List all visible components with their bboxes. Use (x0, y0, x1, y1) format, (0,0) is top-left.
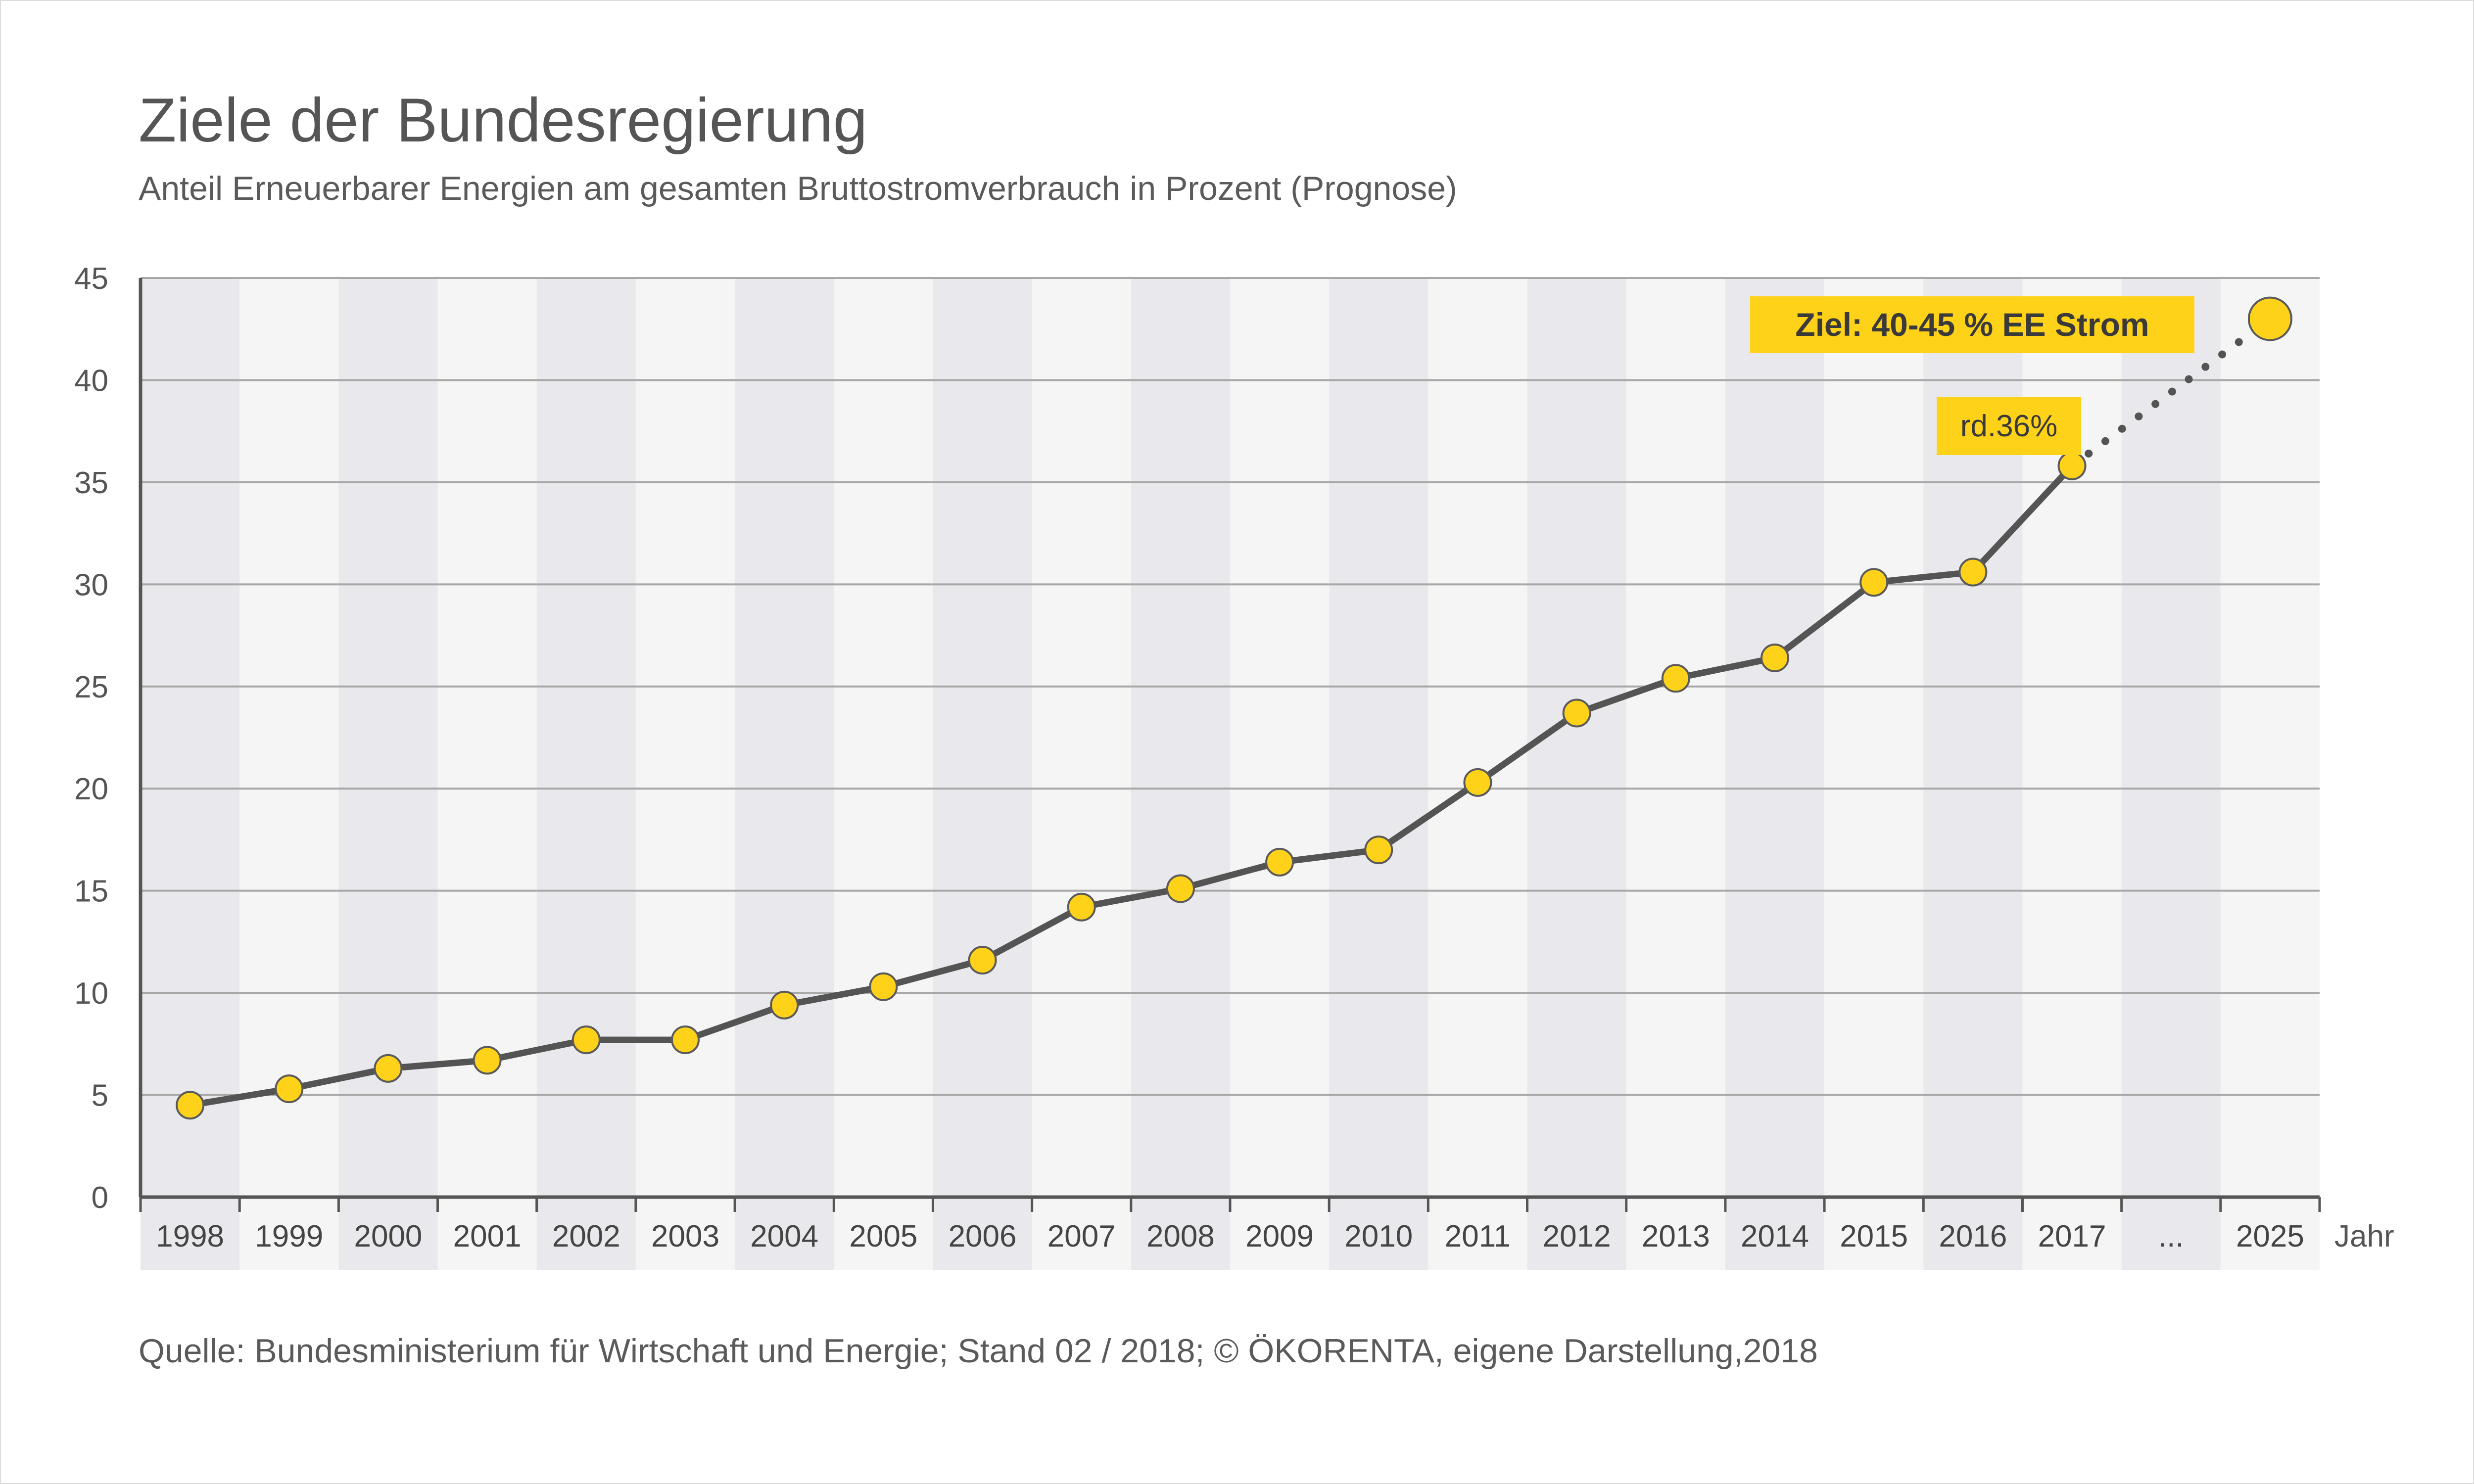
column-stripe (1230, 278, 1330, 1270)
data-point (869, 972, 898, 1001)
y-tick-label: 0 (92, 1181, 108, 1215)
data-point (2057, 451, 2087, 480)
data-point (671, 1025, 700, 1055)
value-annotation-box (1937, 397, 2081, 455)
data-point (374, 1054, 403, 1083)
column-stripe (1626, 278, 1725, 1270)
target-annotation-box (1750, 296, 2194, 353)
column-stripe (141, 278, 240, 1270)
chart-title: Ziele der Bundesregierung (139, 86, 868, 155)
x-tick-label: 2002 (552, 1219, 620, 1253)
data-point (1859, 568, 1889, 597)
data-point (1661, 664, 1690, 693)
data-point (1067, 892, 1096, 922)
x-tick-label: 1998 (156, 1219, 224, 1253)
x-tick-label: 2001 (453, 1219, 522, 1253)
data-point (1463, 768, 1492, 797)
data-point (1364, 835, 1393, 865)
column-stripe (2220, 278, 2320, 1270)
data-point (571, 1025, 601, 1055)
chart-subtitle: Anteil Erneuerbarer Energien am gesamten… (139, 170, 1457, 207)
x-tick-label: 2015 (1840, 1219, 1908, 1253)
column-stripe (1131, 278, 1230, 1270)
column-stripe (1725, 278, 1825, 1270)
x-axis-unit-label: Jahr (2334, 1219, 2394, 1253)
series-line (190, 464, 2075, 1109)
column-stripe (635, 278, 735, 1270)
x-tick-label: 2008 (1146, 1219, 1215, 1253)
data-point (968, 946, 997, 975)
column-stripe (239, 278, 339, 1270)
x-tick-label: 2012 (1543, 1219, 1611, 1253)
data-point (275, 1074, 304, 1104)
x-tick-label: 2007 (1047, 1219, 1116, 1253)
x-tick-label: 2006 (949, 1219, 1017, 1253)
data-point (1166, 874, 1195, 903)
column-stripe (1032, 278, 1131, 1270)
data-point (1958, 557, 1988, 587)
x-tick-label: 2010 (1344, 1219, 1413, 1253)
x-tick-label: 1999 (255, 1219, 323, 1253)
x-tick-label: 2014 (1741, 1219, 1809, 1253)
column-stripe (536, 278, 636, 1270)
x-tick-label: ... (2158, 1219, 2184, 1253)
data-point (1562, 698, 1591, 728)
column-stripe (933, 278, 1032, 1270)
x-tick-label: 2005 (849, 1219, 917, 1253)
column-stripe (1329, 278, 1428, 1270)
y-tick-label: 15 (74, 875, 108, 909)
x-tick-label: 2013 (1642, 1219, 1710, 1253)
column-stripe (2121, 278, 2221, 1270)
target-data-point (2247, 296, 2292, 341)
data-point (176, 1091, 205, 1120)
x-tick-label: 2004 (750, 1219, 818, 1253)
y-tick-label: 25 (74, 670, 108, 704)
x-tick-label: 2017 (2038, 1219, 2106, 1253)
y-tick-label: 45 (74, 262, 108, 296)
target-annotation-text: Ziel: 40-45 % EE Strom (1795, 306, 2149, 343)
x-tick-label: 2009 (1245, 1219, 1314, 1253)
y-tick-label: 20 (74, 772, 108, 806)
y-tick-label: 35 (74, 466, 108, 500)
y-tick-label: 40 (74, 364, 108, 398)
x-tick-label: 2016 (1939, 1219, 2007, 1253)
column-stripe (1527, 278, 1626, 1270)
column-stripe (735, 278, 834, 1270)
data-point (1265, 847, 1294, 877)
y-tick-label: 5 (92, 1079, 108, 1113)
column-stripe (1824, 278, 1924, 1270)
column-stripe (437, 278, 537, 1270)
data-point (770, 990, 799, 1020)
value-annotation-text: rd.36% (1960, 409, 2057, 443)
x-tick-label: 2025 (2236, 1219, 2304, 1253)
data-point (1760, 643, 1789, 672)
source-note: Quelle: Bundesministerium für Wirtschaft… (139, 1332, 1818, 1370)
data-point (473, 1046, 502, 1075)
column-stripe (338, 278, 438, 1270)
y-tick-label: 10 (74, 976, 108, 1011)
x-tick-label: 2011 (1445, 1219, 1511, 1253)
y-tick-label: 30 (74, 568, 108, 602)
column-stripe (834, 278, 933, 1270)
x-tick-label: 2000 (354, 1219, 422, 1253)
x-tick-label: 2003 (651, 1219, 719, 1253)
forecast-line (2068, 315, 2274, 470)
